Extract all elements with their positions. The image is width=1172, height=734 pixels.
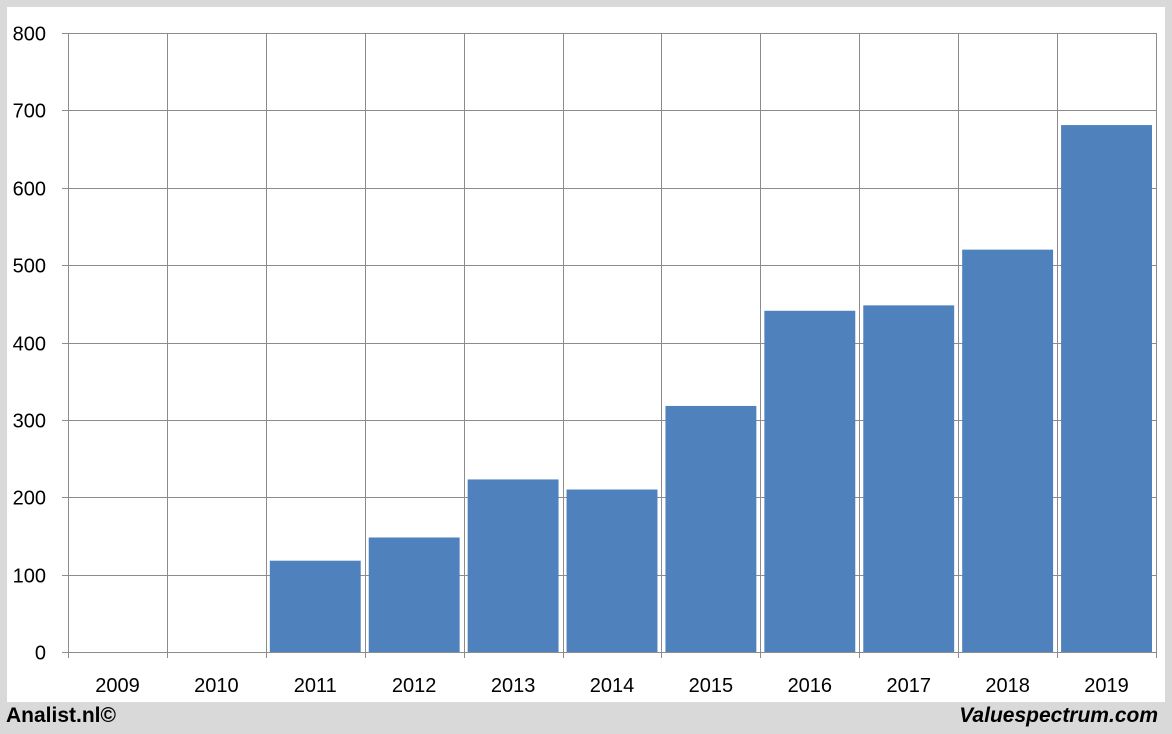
x-axis-ticks: 2009 2010 2011 2012 2013 2014 2015 2016 2017 2018… <box>95 675 1129 697</box>
bar-2018 <box>962 249 1054 652</box>
y-tick-label: 0 <box>35 643 46 665</box>
x-tick-label: 2019 <box>1084 675 1129 697</box>
x-tick-label: 2015 <box>689 675 734 697</box>
y-axis-ticks: 0 100 200 300 400 500 600 700 800 <box>13 24 46 665</box>
bar-2012 <box>368 537 460 652</box>
footer-site-label: Valuespectrum.com <box>959 704 1158 727</box>
bar-2011 <box>269 560 361 652</box>
y-tick-label: 200 <box>13 488 46 510</box>
bar-2014 <box>566 489 658 652</box>
x-tick-label: 2014 <box>590 675 635 697</box>
y-tick-label: 100 <box>13 566 46 588</box>
x-tick-label: 2010 <box>194 675 239 697</box>
bar-2013 <box>467 479 559 652</box>
bar-2017 <box>863 305 955 652</box>
bar-2019 <box>1061 125 1152 653</box>
y-tick-label: 500 <box>13 256 46 278</box>
bar-2015 <box>665 405 757 652</box>
y-tick-label: 400 <box>13 334 46 356</box>
x-tick-label: 2012 <box>392 675 437 697</box>
bar-2016 <box>764 310 856 652</box>
x-tick-label: 2018 <box>985 675 1030 697</box>
gridlines <box>62 33 1157 658</box>
y-tick-label: 600 <box>13 179 46 201</box>
y-tick-label: 800 <box>13 24 46 46</box>
y-tick-label: 300 <box>13 411 46 433</box>
y-tick-label: 700 <box>13 101 46 123</box>
footer-source-label: Analist.nl© <box>6 704 116 727</box>
x-tick-label: 2016 <box>788 675 833 697</box>
x-tick-label: 2013 <box>491 675 536 697</box>
bars <box>269 125 1152 653</box>
x-tick-label: 2009 <box>95 675 140 697</box>
x-tick-label: 2017 <box>886 675 931 697</box>
x-tick-label: 2011 <box>294 675 337 697</box>
